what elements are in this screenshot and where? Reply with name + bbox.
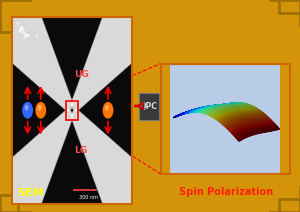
Text: QPC: QPC (140, 102, 158, 111)
Circle shape (22, 102, 33, 119)
Text: Spin Polarization: Spin Polarization (179, 187, 274, 197)
Text: 300 nm: 300 nm (79, 195, 98, 200)
Circle shape (35, 102, 46, 119)
Text: SEM: SEM (17, 188, 44, 198)
Circle shape (247, 145, 260, 154)
Polygon shape (70, 108, 150, 212)
Bar (66, 101, 78, 120)
Text: x: x (35, 34, 38, 39)
Polygon shape (70, 0, 150, 113)
Circle shape (38, 105, 42, 111)
Text: LG: LG (74, 146, 88, 155)
Text: Y: Y (16, 22, 20, 27)
Polygon shape (4, 110, 140, 212)
Text: UG: UG (74, 70, 89, 79)
Circle shape (25, 105, 28, 111)
Polygon shape (4, 5, 140, 110)
Polygon shape (0, 0, 74, 113)
Polygon shape (4, 5, 72, 212)
Circle shape (103, 102, 113, 119)
Polygon shape (72, 5, 140, 212)
Circle shape (105, 105, 109, 111)
Polygon shape (0, 108, 74, 212)
Bar (139, 93, 159, 120)
